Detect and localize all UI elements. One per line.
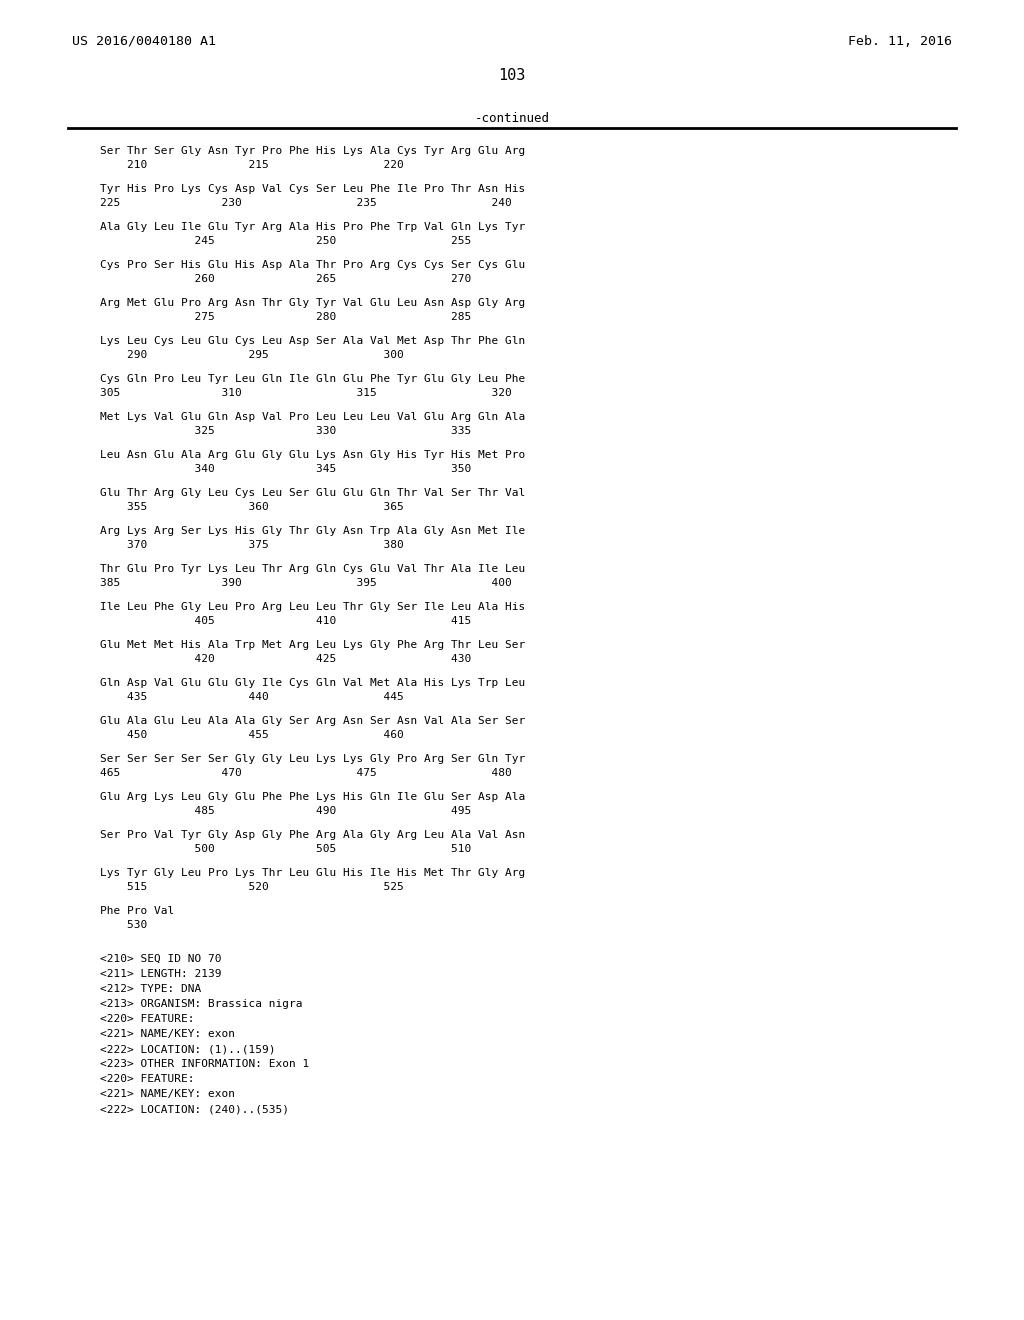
Text: 210               215                 220: 210 215 220	[100, 160, 403, 170]
Text: 405               410                 415: 405 410 415	[100, 616, 471, 626]
Text: US 2016/0040180 A1: US 2016/0040180 A1	[72, 36, 216, 48]
Text: 370               375                 380: 370 375 380	[100, 540, 403, 550]
Text: 103: 103	[499, 69, 525, 83]
Text: Ala Gly Leu Ile Glu Tyr Arg Ala His Pro Phe Trp Val Gln Lys Tyr: Ala Gly Leu Ile Glu Tyr Arg Ala His Pro …	[100, 222, 525, 232]
Text: <220> FEATURE:: <220> FEATURE:	[100, 1074, 195, 1084]
Text: <210> SEQ ID NO 70: <210> SEQ ID NO 70	[100, 954, 221, 964]
Text: 260               265                 270: 260 265 270	[100, 275, 471, 284]
Text: <223> OTHER INFORMATION: Exon 1: <223> OTHER INFORMATION: Exon 1	[100, 1059, 309, 1069]
Text: 290               295                 300: 290 295 300	[100, 350, 403, 360]
Text: Glu Met Met His Ala Trp Met Arg Leu Lys Gly Phe Arg Thr Leu Ser: Glu Met Met His Ala Trp Met Arg Leu Lys …	[100, 640, 525, 649]
Text: Lys Tyr Gly Leu Pro Lys Thr Leu Glu His Ile His Met Thr Gly Arg: Lys Tyr Gly Leu Pro Lys Thr Leu Glu His …	[100, 869, 525, 878]
Text: <212> TYPE: DNA: <212> TYPE: DNA	[100, 983, 202, 994]
Text: <221> NAME/KEY: exon: <221> NAME/KEY: exon	[100, 1089, 234, 1100]
Text: Cys Gln Pro Leu Tyr Leu Gln Ile Gln Glu Phe Tyr Glu Gly Leu Phe: Cys Gln Pro Leu Tyr Leu Gln Ile Gln Glu …	[100, 374, 525, 384]
Text: 435               440                 445: 435 440 445	[100, 692, 403, 702]
Text: <220> FEATURE:: <220> FEATURE:	[100, 1014, 195, 1024]
Text: Phe Pro Val: Phe Pro Val	[100, 906, 174, 916]
Text: 245               250                 255: 245 250 255	[100, 236, 471, 246]
Text: Cys Pro Ser His Glu His Asp Ala Thr Pro Arg Cys Cys Ser Cys Glu: Cys Pro Ser His Glu His Asp Ala Thr Pro …	[100, 260, 525, 271]
Text: Ser Thr Ser Gly Asn Tyr Pro Phe His Lys Ala Cys Tyr Arg Glu Arg: Ser Thr Ser Gly Asn Tyr Pro Phe His Lys …	[100, 147, 525, 156]
Text: Gln Asp Val Glu Glu Gly Ile Cys Gln Val Met Ala His Lys Trp Leu: Gln Asp Val Glu Glu Gly Ile Cys Gln Val …	[100, 678, 525, 688]
Text: 275               280                 285: 275 280 285	[100, 312, 471, 322]
Text: 355               360                 365: 355 360 365	[100, 502, 403, 512]
Text: 225               230                 235                 240: 225 230 235 240	[100, 198, 512, 209]
Text: Glu Thr Arg Gly Leu Cys Leu Ser Glu Glu Gln Thr Val Ser Thr Val: Glu Thr Arg Gly Leu Cys Leu Ser Glu Glu …	[100, 488, 525, 498]
Text: <221> NAME/KEY: exon: <221> NAME/KEY: exon	[100, 1030, 234, 1039]
Text: Tyr His Pro Lys Cys Asp Val Cys Ser Leu Phe Ile Pro Thr Asn His: Tyr His Pro Lys Cys Asp Val Cys Ser Leu …	[100, 183, 525, 194]
Text: <222> LOCATION: (1)..(159): <222> LOCATION: (1)..(159)	[100, 1044, 275, 1053]
Text: -continued: -continued	[474, 112, 550, 125]
Text: Glu Ala Glu Leu Ala Ala Gly Ser Arg Asn Ser Asn Val Ala Ser Ser: Glu Ala Glu Leu Ala Ala Gly Ser Arg Asn …	[100, 715, 525, 726]
Text: Arg Met Glu Pro Arg Asn Thr Gly Tyr Val Glu Leu Asn Asp Gly Arg: Arg Met Glu Pro Arg Asn Thr Gly Tyr Val …	[100, 298, 525, 308]
Text: 500               505                 510: 500 505 510	[100, 843, 471, 854]
Text: <222> LOCATION: (240)..(535): <222> LOCATION: (240)..(535)	[100, 1104, 289, 1114]
Text: 485               490                 495: 485 490 495	[100, 807, 471, 816]
Text: 515               520                 525: 515 520 525	[100, 882, 403, 892]
Text: <211> LENGTH: 2139: <211> LENGTH: 2139	[100, 969, 221, 979]
Text: 385               390                 395                 400: 385 390 395 400	[100, 578, 512, 587]
Text: Lys Leu Cys Leu Glu Cys Leu Asp Ser Ala Val Met Asp Thr Phe Gln: Lys Leu Cys Leu Glu Cys Leu Asp Ser Ala …	[100, 337, 525, 346]
Text: Ser Pro Val Tyr Gly Asp Gly Phe Arg Ala Gly Arg Leu Ala Val Asn: Ser Pro Val Tyr Gly Asp Gly Phe Arg Ala …	[100, 830, 525, 840]
Text: Ser Ser Ser Ser Ser Gly Gly Leu Lys Lys Gly Pro Arg Ser Gln Tyr: Ser Ser Ser Ser Ser Gly Gly Leu Lys Lys …	[100, 754, 525, 764]
Text: 450               455                 460: 450 455 460	[100, 730, 403, 741]
Text: 465               470                 475                 480: 465 470 475 480	[100, 768, 512, 777]
Text: Ile Leu Phe Gly Leu Pro Arg Leu Leu Thr Gly Ser Ile Leu Ala His: Ile Leu Phe Gly Leu Pro Arg Leu Leu Thr …	[100, 602, 525, 612]
Text: Thr Glu Pro Tyr Lys Leu Thr Arg Gln Cys Glu Val Thr Ala Ile Leu: Thr Glu Pro Tyr Lys Leu Thr Arg Gln Cys …	[100, 564, 525, 574]
Text: <213> ORGANISM: Brassica nigra: <213> ORGANISM: Brassica nigra	[100, 999, 302, 1008]
Text: 530: 530	[100, 920, 147, 931]
Text: Feb. 11, 2016: Feb. 11, 2016	[848, 36, 952, 48]
Text: 340               345                 350: 340 345 350	[100, 465, 471, 474]
Text: 420               425                 430: 420 425 430	[100, 653, 471, 664]
Text: 305               310                 315                 320: 305 310 315 320	[100, 388, 512, 399]
Text: Arg Lys Arg Ser Lys His Gly Thr Gly Asn Trp Ala Gly Asn Met Ile: Arg Lys Arg Ser Lys His Gly Thr Gly Asn …	[100, 525, 525, 536]
Text: Met Lys Val Glu Gln Asp Val Pro Leu Leu Leu Val Glu Arg Gln Ala: Met Lys Val Glu Gln Asp Val Pro Leu Leu …	[100, 412, 525, 422]
Text: Glu Arg Lys Leu Gly Glu Phe Phe Lys His Gln Ile Glu Ser Asp Ala: Glu Arg Lys Leu Gly Glu Phe Phe Lys His …	[100, 792, 525, 803]
Text: Leu Asn Glu Ala Arg Glu Gly Glu Lys Asn Gly His Tyr His Met Pro: Leu Asn Glu Ala Arg Glu Gly Glu Lys Asn …	[100, 450, 525, 459]
Text: 325               330                 335: 325 330 335	[100, 426, 471, 436]
